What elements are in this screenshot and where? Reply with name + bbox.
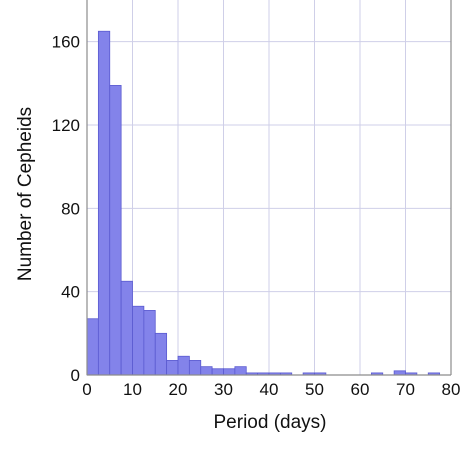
histogram-bar	[211, 368, 224, 376]
histogram-bar	[143, 310, 156, 376]
histogram-bar	[188, 360, 202, 376]
histogram-bar	[166, 360, 179, 376]
y-tick-label: 40	[61, 283, 80, 302]
x-tick-label: 10	[123, 380, 142, 399]
y-tick-label: 0	[71, 366, 80, 385]
x-tick-label: 20	[169, 380, 188, 399]
histogram-bar	[234, 366, 247, 376]
x-tick-label: 30	[214, 380, 233, 399]
histogram-bar	[120, 280, 133, 376]
x-axis-label: Period (days)	[214, 412, 327, 433]
x-tick-label: 40	[260, 380, 279, 399]
x-tick-label: 50	[305, 380, 324, 399]
histogram-bar	[132, 305, 145, 376]
histogram-bar	[200, 366, 213, 376]
y-tick-label: 80	[61, 199, 80, 218]
x-tick-label: 70	[396, 380, 415, 399]
y-tick-label: 120	[52, 116, 80, 135]
histogram-bar	[154, 332, 168, 376]
x-tick-label: 80	[442, 380, 461, 399]
tick-labels: 0 10 20 30 40 50 60 70 80 0 40 80 120 160	[52, 33, 461, 399]
axes	[86, 0, 452, 376]
histogram-bars	[86, 30, 441, 376]
histogram-bar	[109, 85, 122, 376]
y-tick-label: 160	[52, 33, 80, 52]
histogram-bar	[97, 30, 111, 376]
histogram-bar	[177, 355, 190, 376]
histogram-bar	[393, 370, 406, 376]
x-tick-label: 0	[82, 380, 91, 399]
histogram-bar	[86, 318, 99, 376]
y-axis-label: Number of Cepheids	[15, 107, 36, 281]
grid-lines	[87, 0, 452, 375]
x-tick-label: 60	[351, 380, 370, 399]
histogram-bar	[223, 368, 236, 376]
